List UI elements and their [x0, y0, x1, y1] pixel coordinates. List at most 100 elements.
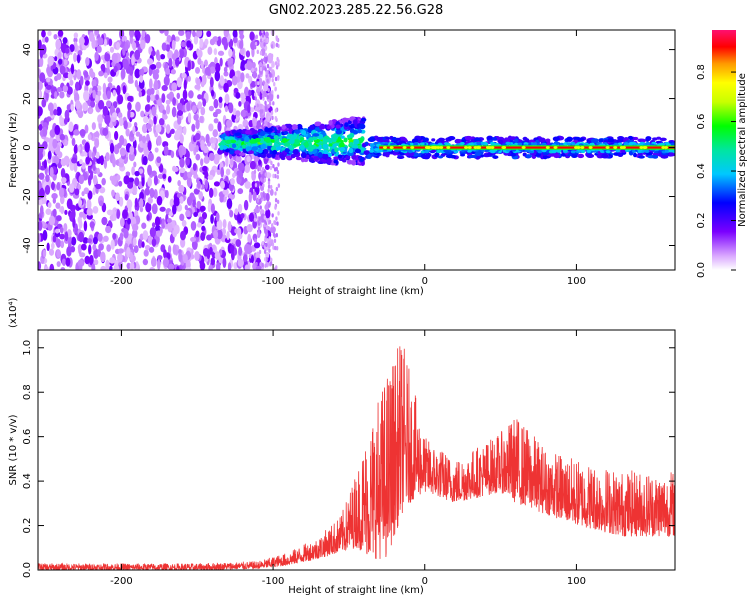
signal-point	[245, 129, 252, 135]
spectrogram-marks	[38, 30, 675, 270]
signal-point	[524, 138, 530, 144]
x-tick-label: 100	[567, 276, 586, 287]
snr-axes: -200 -100 0 100 0.0 0.2 0.4 0.6 0.8 1.0	[22, 330, 675, 587]
signal-point	[236, 140, 242, 145]
noise-point	[245, 73, 250, 79]
signal-point	[225, 139, 232, 145]
noise-point	[88, 108, 93, 115]
noise-point	[270, 160, 273, 166]
colorbar-tick-label: 0.0	[696, 262, 707, 278]
noise-point	[259, 66, 263, 72]
noise-point	[180, 230, 186, 241]
signal-point	[409, 142, 415, 146]
signal-point	[472, 154, 477, 159]
signal-point	[433, 146, 438, 149]
noise-point	[56, 182, 61, 191]
noise-point	[196, 30, 203, 38]
signal-point	[310, 144, 317, 150]
noise-point	[134, 68, 141, 79]
noise-point	[255, 156, 258, 161]
signal-point	[260, 143, 267, 150]
noise-point	[217, 121, 222, 132]
noise-point	[69, 44, 75, 52]
noise-point	[263, 226, 267, 232]
noise-point	[253, 92, 257, 97]
noise-point	[138, 90, 142, 98]
noise-point	[265, 208, 271, 219]
noise-point	[229, 244, 235, 253]
noise-point	[45, 208, 52, 216]
noise-point	[267, 188, 270, 193]
noise-point	[203, 156, 210, 164]
noise-point	[38, 106, 43, 117]
noise-point	[191, 105, 197, 114]
noise-point	[197, 211, 202, 218]
noise-point	[163, 145, 169, 156]
signal-point	[271, 153, 276, 159]
signal-point	[514, 138, 519, 144]
noise-point	[125, 128, 130, 137]
noise-point	[215, 262, 221, 270]
signal-point	[668, 149, 674, 153]
noise-point	[84, 124, 89, 134]
noise-point	[86, 199, 92, 210]
noise-point	[226, 198, 233, 210]
signal-point	[309, 124, 315, 130]
colorbar-tick-label: 0.4	[696, 163, 707, 179]
noise-point	[63, 117, 68, 125]
noise-point	[156, 195, 163, 206]
noise-point	[87, 190, 93, 200]
noise-point	[109, 257, 116, 264]
signal-point	[314, 121, 321, 127]
noise-point	[99, 186, 106, 194]
noise-point	[181, 72, 187, 79]
noise-point	[132, 41, 137, 51]
noise-point	[271, 115, 274, 121]
noise-point	[238, 246, 243, 256]
noise-point	[45, 91, 49, 101]
noise-point	[122, 58, 129, 70]
signal-point	[291, 124, 298, 130]
noise-point	[46, 77, 51, 83]
signal-point	[570, 141, 576, 145]
noise-point	[277, 59, 280, 64]
noise-point	[47, 102, 54, 112]
noise-point	[193, 188, 200, 195]
noise-point	[201, 211, 208, 220]
noise-point	[176, 92, 181, 100]
noise-point	[203, 59, 208, 67]
signal-point	[335, 129, 343, 135]
signal-point	[391, 136, 397, 142]
signal-point	[396, 155, 405, 160]
signal-point	[459, 141, 465, 146]
signal-point	[605, 150, 611, 154]
signal-point	[354, 148, 362, 154]
noise-point	[165, 44, 171, 52]
noise-point	[116, 209, 121, 220]
noise-point	[275, 233, 279, 238]
signal-point	[545, 138, 551, 143]
noise-point	[254, 121, 257, 127]
y-tick-label: 0.8	[22, 384, 33, 400]
signal-point	[323, 149, 329, 155]
x-tick-label: 100	[567, 576, 586, 587]
signal-point	[217, 149, 223, 155]
noise-point	[187, 60, 191, 71]
noise-point	[146, 214, 150, 221]
noise-point	[38, 89, 41, 100]
noise-point	[60, 168, 66, 178]
noise-point	[254, 238, 258, 244]
noise-point	[216, 219, 223, 231]
noise-point	[140, 68, 145, 76]
noise-point	[187, 112, 192, 124]
noise-point	[255, 261, 258, 267]
noise-point	[55, 238, 62, 248]
noise-point	[259, 50, 263, 56]
noise-point	[207, 46, 213, 56]
noise-point	[235, 239, 242, 247]
noise-point	[73, 129, 80, 136]
noise-point	[274, 87, 277, 92]
noise-point	[168, 211, 174, 217]
noise-point	[221, 77, 225, 87]
signal-point	[492, 155, 499, 159]
